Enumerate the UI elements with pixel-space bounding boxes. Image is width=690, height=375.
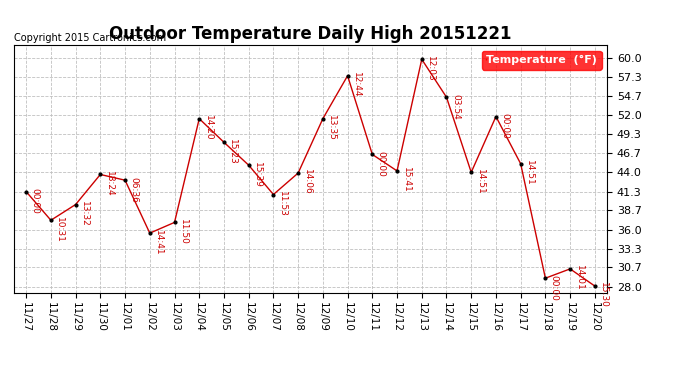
Text: 14:51: 14:51 — [525, 160, 534, 186]
Text: 03:54: 03:54 — [451, 94, 460, 119]
Text: 13:32: 13:32 — [80, 201, 89, 227]
Legend: Temperature  (°F): Temperature (°F) — [482, 51, 602, 69]
Text: 14:01: 14:01 — [575, 266, 584, 291]
Text: 18:24: 18:24 — [105, 171, 114, 196]
Text: 00:00: 00:00 — [30, 188, 39, 214]
Text: 12:03: 12:03 — [426, 56, 435, 81]
Text: 15:39: 15:39 — [253, 162, 262, 188]
Text: 00:00: 00:00 — [500, 113, 509, 139]
Text: 15:23: 15:23 — [228, 139, 237, 165]
Text: 11:50: 11:50 — [179, 219, 188, 245]
Text: 12:44: 12:44 — [352, 72, 361, 98]
Text: 14:20: 14:20 — [204, 115, 213, 141]
Text: 10:31: 10:31 — [55, 217, 64, 243]
Text: 13:35: 13:35 — [327, 115, 336, 141]
Text: 15:30: 15:30 — [600, 282, 609, 308]
Text: 11:53: 11:53 — [278, 191, 287, 217]
Text: 06:36: 06:36 — [130, 177, 139, 203]
Text: 14:41: 14:41 — [155, 230, 164, 255]
Text: 14:06: 14:06 — [303, 170, 312, 195]
Text: 00:00: 00:00 — [377, 151, 386, 177]
Text: Copyright 2015 Cartronics.com: Copyright 2015 Cartronics.com — [14, 33, 166, 42]
Text: 00:00: 00:00 — [550, 274, 559, 300]
Text: 15:41: 15:41 — [402, 167, 411, 193]
Text: 14:51: 14:51 — [475, 169, 484, 195]
Title: Outdoor Temperature Daily High 20151221: Outdoor Temperature Daily High 20151221 — [109, 26, 512, 44]
